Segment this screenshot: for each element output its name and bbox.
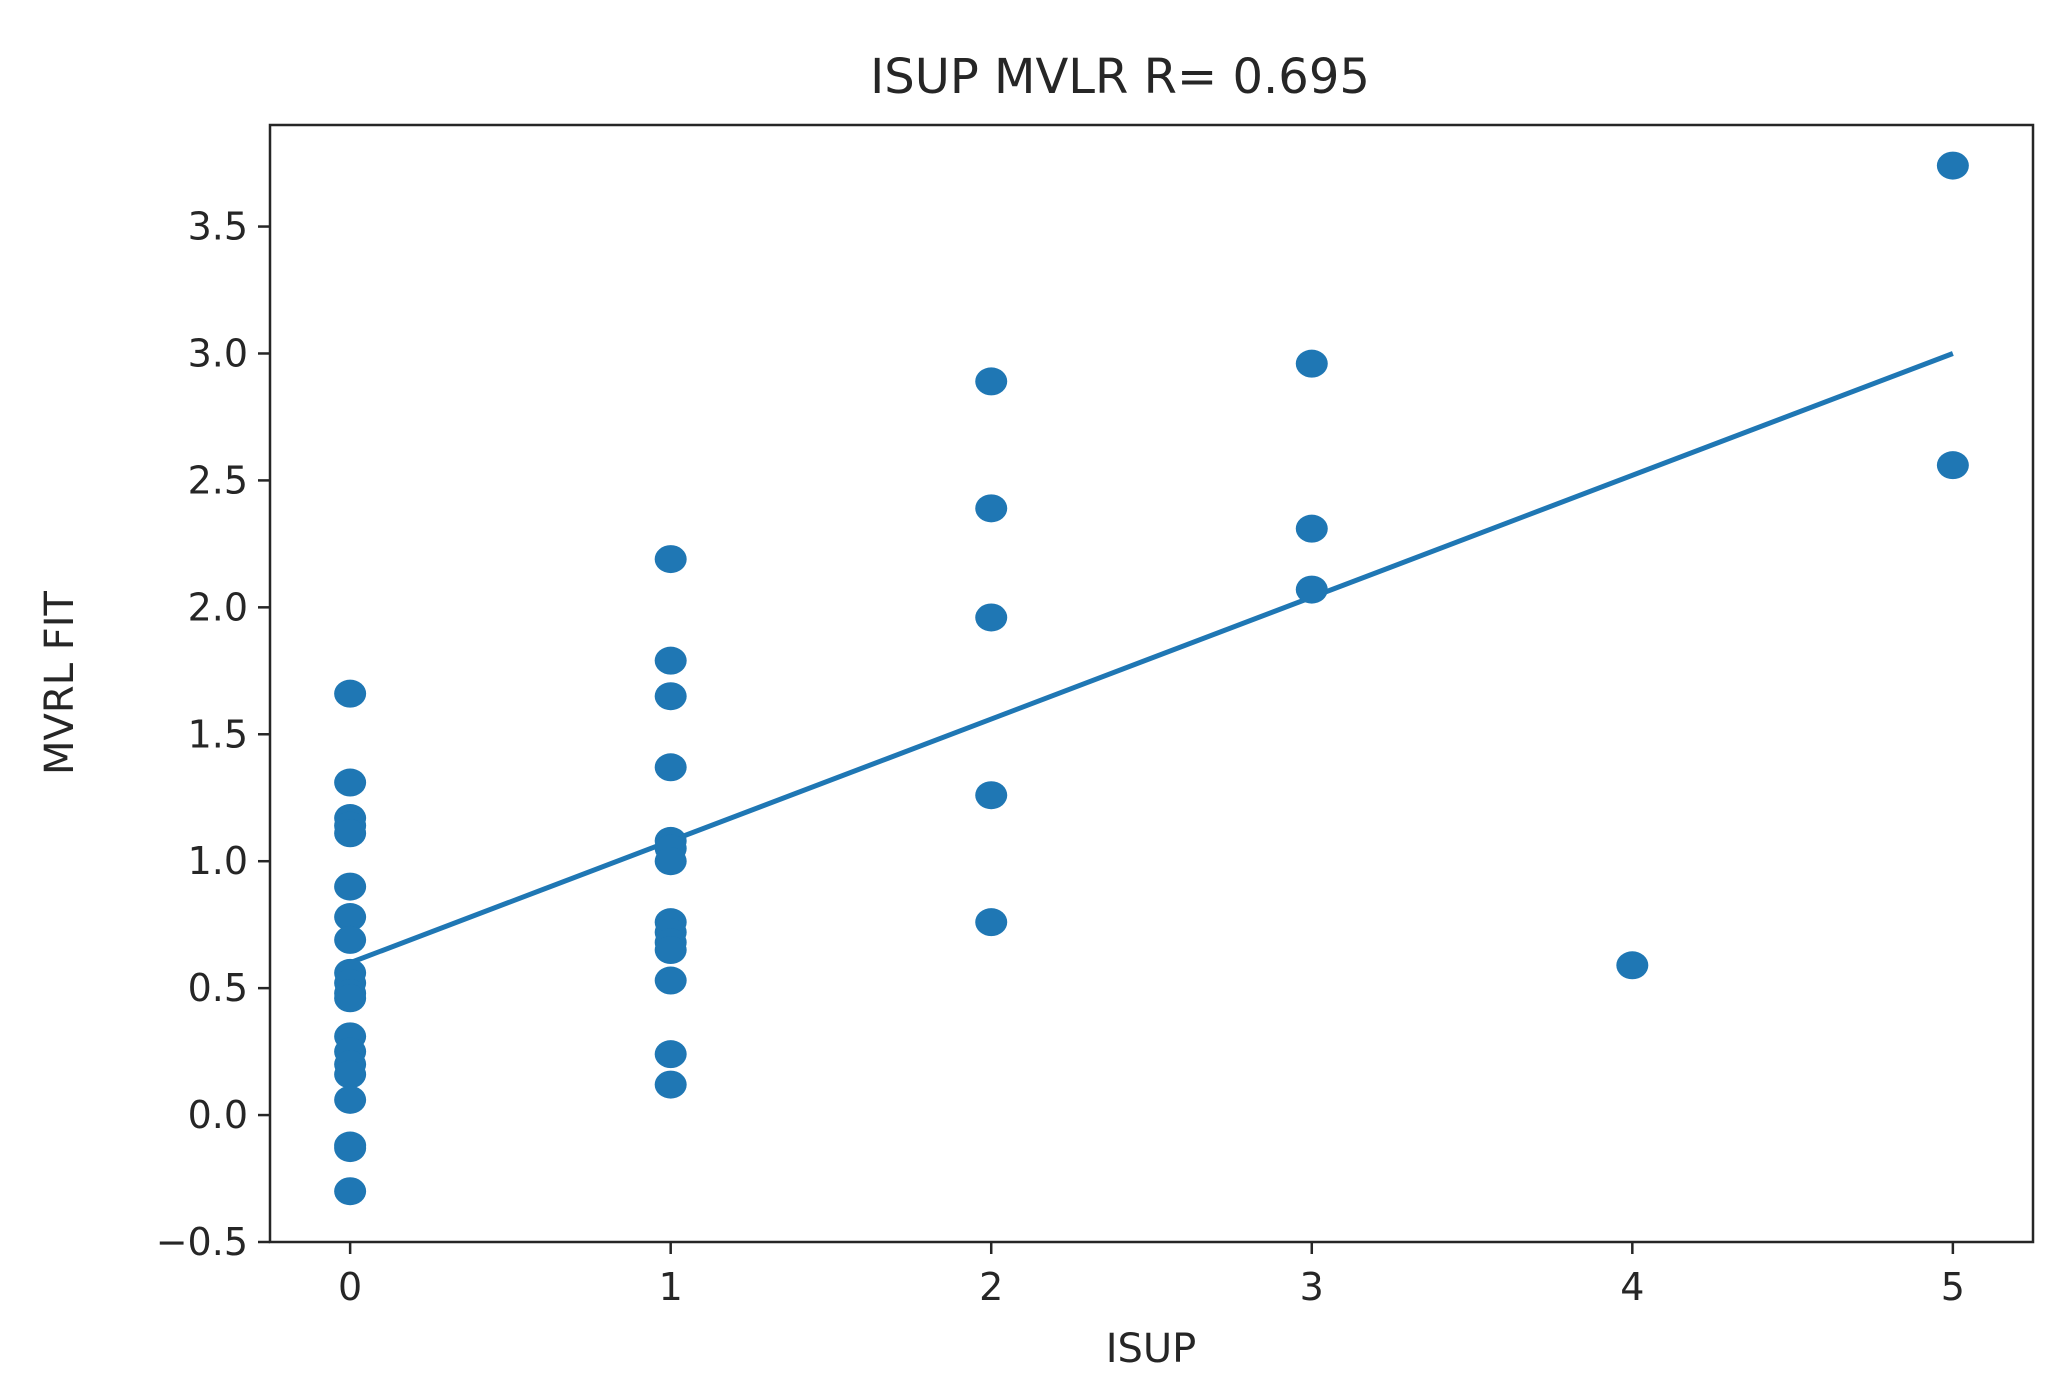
data-point — [334, 903, 367, 932]
y-tick-label: 0.5 — [188, 966, 248, 1010]
data-point — [654, 646, 687, 675]
x-axis-ticks: 0 1 2 3 4 5 — [338, 1242, 1965, 1309]
plot-frame — [268, 123, 2035, 1244]
data-point — [1295, 349, 1328, 378]
x-tick-label: 4 — [1620, 1265, 1644, 1309]
data-point — [975, 908, 1008, 937]
x-tick-label: 0 — [338, 1265, 362, 1309]
data-point — [654, 966, 687, 995]
data-point — [334, 1134, 367, 1163]
data-point — [334, 819, 367, 848]
data-point — [334, 925, 367, 954]
regression-line — [349, 351, 1954, 966]
data-point — [1616, 951, 1649, 980]
data-point — [654, 682, 687, 711]
data-point — [654, 1070, 687, 1099]
data-point — [975, 367, 1008, 396]
data-point — [334, 1060, 367, 1089]
data-point — [334, 679, 367, 708]
y-tick-label: 1.5 — [188, 712, 248, 756]
data-point — [654, 1040, 687, 1069]
data-point — [654, 545, 687, 574]
y-tick-label: 0.0 — [188, 1093, 248, 1137]
data-point — [975, 781, 1008, 810]
y-tick-label: 1.0 — [188, 839, 248, 883]
data-point — [654, 847, 687, 876]
data-point — [334, 1177, 367, 1206]
data-point — [334, 872, 367, 901]
data-point — [975, 494, 1008, 523]
y-tick-label: 2.5 — [188, 458, 248, 502]
data-point — [1295, 575, 1328, 604]
y-tick-label: −0.5 — [156, 1220, 248, 1264]
fit-line-layer — [349, 351, 1954, 966]
y-axis-ticks: −0.5 0.0 0.5 1.0 1.5 2.0 2.5 3.0 3.5 — [156, 205, 270, 1264]
y-tick-label: 3.0 — [188, 331, 248, 375]
x-tick-label: 3 — [1300, 1265, 1324, 1309]
data-point — [654, 936, 687, 965]
y-tick-label: 3.5 — [188, 205, 248, 249]
data-point — [1936, 151, 1969, 180]
data-point — [975, 603, 1008, 632]
y-axis-label: MVRL FIT — [37, 590, 83, 774]
data-point — [334, 768, 367, 797]
x-tick-label: 2 — [979, 1265, 1003, 1309]
data-point — [334, 1085, 367, 1114]
data-point — [334, 984, 367, 1013]
data-point — [1295, 514, 1328, 543]
data-points — [334, 151, 1969, 1206]
y-tick-label: 2.0 — [188, 585, 248, 629]
data-point — [1936, 451, 1969, 480]
chart-title: ISUP MVLR R= 0.695 — [870, 49, 1370, 105]
x-axis-label: ISUP — [1106, 1326, 1197, 1372]
x-tick-label: 1 — [659, 1265, 683, 1309]
data-point — [654, 753, 687, 782]
x-tick-label: 5 — [1941, 1265, 1965, 1309]
